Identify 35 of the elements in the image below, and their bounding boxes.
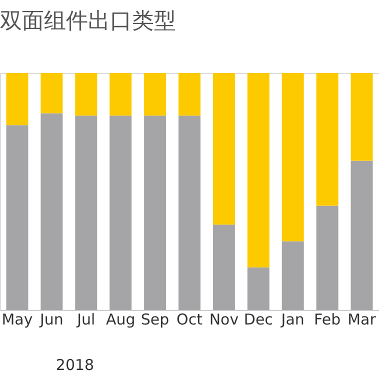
x-tick-label: Dec (244, 310, 273, 328)
bar (350, 73, 373, 161)
bar (144, 116, 166, 310)
x-tick-label: Nov (209, 310, 239, 328)
bar (110, 73, 132, 116)
x-tick-label: Jan (280, 310, 304, 328)
bar (212, 224, 235, 310)
bar (40, 73, 63, 114)
chart-title: 双面组件出口类型 (0, 9, 176, 34)
x-tick-label: Aug (106, 310, 136, 328)
bar (350, 160, 373, 310)
bar (316, 73, 338, 206)
x-tick-label: Jul (76, 310, 96, 328)
bar (40, 113, 63, 310)
bar (282, 73, 304, 242)
bar (75, 116, 98, 310)
bar (75, 73, 98, 116)
bar (247, 267, 270, 310)
bar (316, 206, 338, 310)
x-tick-label: May (2, 310, 33, 328)
bar (6, 125, 28, 310)
bar (6, 73, 28, 126)
x-tick-label: Sep (140, 310, 170, 328)
bar (212, 73, 235, 225)
bar (144, 73, 166, 116)
bar (110, 116, 132, 310)
x-tick-label: Feb (314, 310, 341, 328)
x-tick-label: Jun (38, 310, 64, 328)
x-tick-label: Oct (176, 310, 203, 328)
bar (282, 241, 304, 310)
bar (178, 73, 200, 116)
bar (247, 73, 270, 268)
bar (178, 116, 200, 310)
text: 2018 (56, 356, 94, 374)
x-tick-label: Mar (348, 310, 377, 328)
